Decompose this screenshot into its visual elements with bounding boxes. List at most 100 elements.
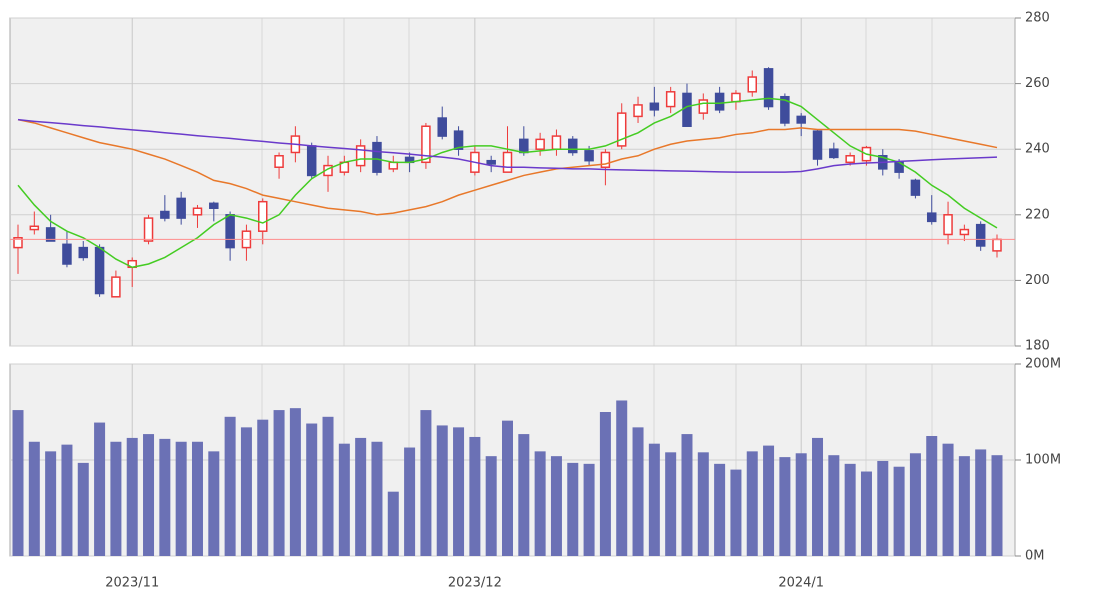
- volume-bar: [860, 471, 872, 556]
- volume-bar: [730, 469, 742, 556]
- candle-body: [698, 99, 709, 114]
- volume-bar: [257, 419, 269, 556]
- candle-body: [176, 197, 186, 219]
- volume-bar: [746, 451, 758, 556]
- volume-bar: [681, 434, 693, 556]
- volume-bar: [599, 412, 611, 556]
- moving-average: [17, 118, 998, 216]
- volume-bar: [779, 457, 791, 556]
- candle-body: [731, 92, 741, 103]
- x-tick-label: 2024/1: [778, 576, 824, 591]
- volume-bar: [159, 438, 171, 556]
- volume-bar: [550, 456, 562, 556]
- candle-body: [780, 95, 790, 124]
- candle-body: [421, 125, 431, 164]
- volume-bar: [306, 423, 318, 556]
- volume-bar: [143, 434, 155, 556]
- volume-bar: [926, 436, 938, 556]
- candle-body: [812, 130, 823, 160]
- volume-bar: [322, 416, 334, 556]
- candle-body: [975, 223, 986, 247]
- volume-bar: [714, 463, 726, 556]
- candle-body: [258, 200, 268, 232]
- volume-bar: [420, 410, 432, 556]
- volume-bar: [387, 491, 399, 556]
- candle-body: [584, 150, 594, 162]
- candle-body: [568, 138, 578, 154]
- volume-bar: [208, 451, 220, 556]
- volume-bar: [763, 445, 775, 556]
- candle-body: [355, 145, 366, 167]
- candle-body: [111, 276, 121, 298]
- candle-body: [13, 237, 23, 249]
- candle-body: [29, 225, 40, 231]
- volume-bar: [240, 427, 252, 556]
- y-tick-label: 0M: [1025, 549, 1045, 564]
- candle-body: [796, 115, 806, 124]
- volume-bar: [632, 427, 644, 556]
- candle-body: [665, 91, 676, 108]
- volume-bar: [404, 447, 416, 556]
- y-tick-label: 100M: [1025, 453, 1061, 468]
- volume-bar: [583, 463, 595, 556]
- candle-body: [306, 145, 317, 177]
- candle-body: [633, 104, 643, 118]
- candle-body: [225, 214, 235, 249]
- candle-body: [682, 92, 692, 127]
- volume-bar: [224, 416, 236, 556]
- volume-bar: [844, 463, 856, 556]
- volume-bar: [534, 451, 546, 556]
- volume-bar: [877, 460, 889, 556]
- volume-bar: [61, 444, 73, 556]
- volume-bar: [126, 437, 138, 556]
- candle-body: [160, 210, 170, 219]
- volume-bar: [893, 466, 905, 556]
- volume-bar: [648, 443, 660, 556]
- candle-body: [486, 159, 496, 165]
- candle-body: [453, 130, 464, 150]
- candle-body: [649, 102, 660, 111]
- volume-bar: [191, 441, 203, 556]
- candle-body: [910, 179, 921, 196]
- candle-body: [535, 138, 545, 150]
- y-tick-label: 200M: [1025, 357, 1061, 372]
- y-tick-label: 200: [1025, 273, 1050, 288]
- y-tick-label: 260: [1025, 76, 1050, 91]
- volume-bar: [436, 425, 448, 556]
- volume-bar: [289, 408, 301, 556]
- volume-bar: [355, 437, 367, 556]
- volume-bar: [338, 443, 350, 556]
- y-tick-label: 240: [1025, 142, 1050, 157]
- volume-bar: [518, 434, 530, 556]
- candle-body: [94, 246, 105, 295]
- volume-bar: [77, 462, 89, 556]
- moving-average: [17, 118, 998, 173]
- volume-bar: [453, 427, 465, 556]
- candle-body: [519, 138, 529, 154]
- moving-average: [17, 97, 998, 269]
- volume-bar: [665, 452, 677, 556]
- candle-body: [45, 227, 56, 242]
- candle-body: [943, 214, 953, 236]
- candle-body: [192, 207, 203, 216]
- volume-bar: [45, 451, 57, 556]
- candle-body: [959, 228, 970, 236]
- volume-bar: [991, 455, 1003, 556]
- volume-bar: [567, 462, 579, 556]
- candle-body: [845, 155, 855, 164]
- volume-bar: [975, 449, 987, 556]
- candle-body: [551, 135, 562, 150]
- volume-bar: [502, 420, 513, 556]
- volume-bar: [697, 452, 709, 556]
- volume-bar: [28, 441, 40, 556]
- volume-bar: [12, 410, 24, 556]
- candle-body: [388, 161, 399, 170]
- candle-body: [502, 151, 513, 173]
- candle-body: [747, 76, 757, 93]
- candle-body: [209, 202, 219, 209]
- candle-body: [274, 155, 284, 168]
- volume-bar: [909, 453, 921, 556]
- volume-bar: [795, 453, 807, 556]
